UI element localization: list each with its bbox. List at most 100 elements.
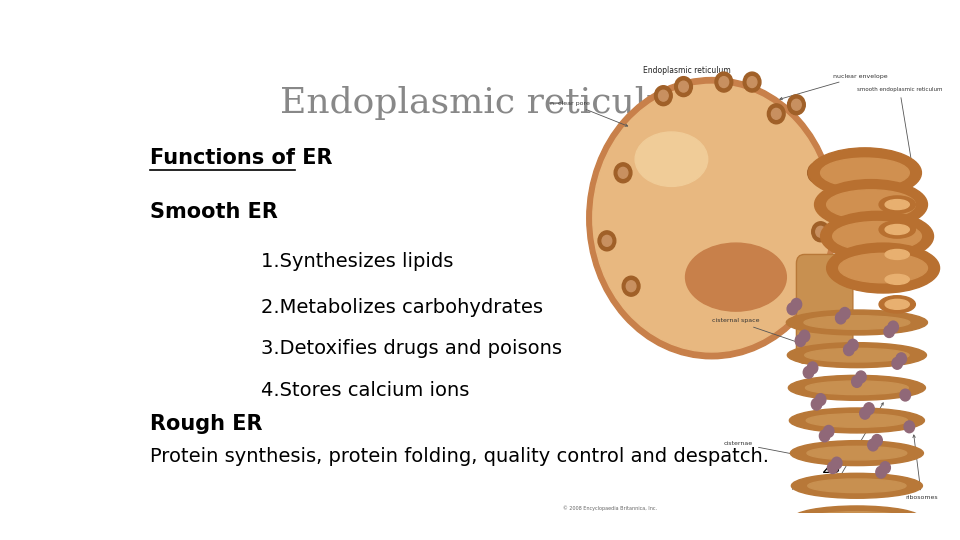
Ellipse shape bbox=[821, 158, 909, 187]
Ellipse shape bbox=[821, 211, 933, 261]
Circle shape bbox=[812, 167, 822, 178]
Circle shape bbox=[787, 95, 805, 114]
Ellipse shape bbox=[879, 296, 915, 313]
Text: 2.Metabolizes carbohydrates: 2.Metabolizes carbohydrates bbox=[261, 298, 543, 316]
Ellipse shape bbox=[807, 479, 906, 492]
Circle shape bbox=[618, 167, 628, 178]
Circle shape bbox=[602, 235, 612, 246]
Ellipse shape bbox=[885, 225, 909, 234]
Ellipse shape bbox=[879, 271, 915, 288]
Text: ribosomes: ribosomes bbox=[905, 435, 938, 501]
Ellipse shape bbox=[804, 316, 910, 329]
Circle shape bbox=[791, 299, 802, 310]
Circle shape bbox=[892, 357, 902, 369]
Circle shape bbox=[587, 78, 837, 359]
Ellipse shape bbox=[805, 381, 908, 395]
Text: © 2008 Encyclopaedia Britannica, Inc.: © 2008 Encyclopaedia Britannica, Inc. bbox=[563, 505, 657, 511]
Circle shape bbox=[848, 339, 858, 351]
Ellipse shape bbox=[839, 253, 927, 283]
Circle shape bbox=[824, 426, 834, 437]
Ellipse shape bbox=[787, 343, 926, 368]
Text: cisternae: cisternae bbox=[724, 441, 813, 458]
Circle shape bbox=[844, 344, 854, 356]
Circle shape bbox=[876, 466, 886, 478]
Ellipse shape bbox=[827, 243, 940, 293]
Text: Endoplasmic reticulum: Endoplasmic reticulum bbox=[643, 66, 731, 75]
Circle shape bbox=[795, 335, 805, 347]
Circle shape bbox=[807, 362, 818, 374]
Circle shape bbox=[831, 457, 842, 469]
Text: smooth endoplasmic reticulum: smooth endoplasmic reticulum bbox=[857, 87, 943, 169]
Text: n. clear pore: n. clear pore bbox=[550, 101, 628, 126]
Ellipse shape bbox=[788, 375, 925, 400]
Text: Smooth ER: Smooth ER bbox=[150, 202, 277, 222]
Circle shape bbox=[767, 104, 785, 124]
Text: Functions of ER: Functions of ER bbox=[150, 148, 332, 168]
Circle shape bbox=[815, 394, 826, 406]
Ellipse shape bbox=[804, 348, 909, 362]
Ellipse shape bbox=[791, 473, 923, 498]
Ellipse shape bbox=[792, 506, 922, 531]
Circle shape bbox=[592, 84, 830, 352]
Ellipse shape bbox=[832, 221, 922, 251]
Text: 4.Stores calcium ions: 4.Stores calcium ions bbox=[261, 381, 469, 400]
Ellipse shape bbox=[808, 511, 905, 525]
Text: cisternal space: cisternal space bbox=[711, 319, 829, 353]
Circle shape bbox=[888, 321, 899, 333]
Circle shape bbox=[792, 99, 802, 110]
Text: Endoplasmic reticulum: Endoplasmic reticulum bbox=[280, 85, 704, 119]
Circle shape bbox=[743, 72, 761, 92]
Circle shape bbox=[679, 81, 688, 92]
Ellipse shape bbox=[636, 132, 708, 186]
Circle shape bbox=[855, 371, 866, 383]
Ellipse shape bbox=[885, 249, 909, 259]
Text: Rough ER: Rough ER bbox=[150, 414, 262, 434]
Circle shape bbox=[860, 407, 870, 419]
FancyBboxPatch shape bbox=[797, 254, 852, 363]
Circle shape bbox=[807, 163, 826, 183]
Text: Protein synthesis, protein folding, quality control and despatch.: Protein synthesis, protein folding, qual… bbox=[150, 447, 769, 467]
Circle shape bbox=[787, 303, 798, 315]
Text: nuclear envelope: nuclear envelope bbox=[780, 73, 887, 100]
Ellipse shape bbox=[879, 246, 915, 263]
Ellipse shape bbox=[808, 148, 922, 198]
Circle shape bbox=[719, 77, 729, 87]
Ellipse shape bbox=[827, 190, 915, 219]
Circle shape bbox=[804, 367, 814, 379]
Circle shape bbox=[747, 77, 756, 87]
Circle shape bbox=[880, 462, 890, 474]
Circle shape bbox=[800, 330, 809, 342]
Ellipse shape bbox=[814, 180, 927, 230]
Ellipse shape bbox=[807, 447, 907, 460]
Ellipse shape bbox=[786, 310, 927, 335]
Circle shape bbox=[864, 403, 875, 415]
Ellipse shape bbox=[789, 408, 924, 433]
Circle shape bbox=[812, 222, 829, 242]
Circle shape bbox=[840, 307, 850, 319]
Text: rough endoplasmic reticulum: rough endoplasmic reticulum bbox=[792, 403, 883, 491]
Ellipse shape bbox=[885, 200, 909, 210]
Circle shape bbox=[715, 72, 732, 92]
Circle shape bbox=[622, 276, 640, 296]
Ellipse shape bbox=[879, 196, 915, 213]
Circle shape bbox=[868, 439, 878, 451]
Ellipse shape bbox=[806, 414, 907, 427]
Circle shape bbox=[872, 435, 882, 447]
Circle shape bbox=[655, 86, 672, 106]
Ellipse shape bbox=[879, 221, 915, 238]
Circle shape bbox=[772, 109, 781, 119]
Text: 1.Synthesizes lipids: 1.Synthesizes lipids bbox=[261, 252, 454, 271]
Ellipse shape bbox=[885, 274, 909, 285]
Circle shape bbox=[900, 389, 910, 401]
Text: 23: 23 bbox=[823, 462, 842, 476]
Circle shape bbox=[904, 421, 915, 433]
Circle shape bbox=[884, 326, 895, 338]
Circle shape bbox=[675, 77, 692, 97]
Circle shape bbox=[852, 375, 862, 387]
Circle shape bbox=[835, 312, 846, 324]
Circle shape bbox=[659, 90, 668, 101]
Circle shape bbox=[626, 281, 636, 292]
Text: 3.Detoxifies drugs and poisons: 3.Detoxifies drugs and poisons bbox=[261, 339, 563, 358]
Ellipse shape bbox=[885, 299, 909, 309]
Ellipse shape bbox=[685, 243, 786, 311]
